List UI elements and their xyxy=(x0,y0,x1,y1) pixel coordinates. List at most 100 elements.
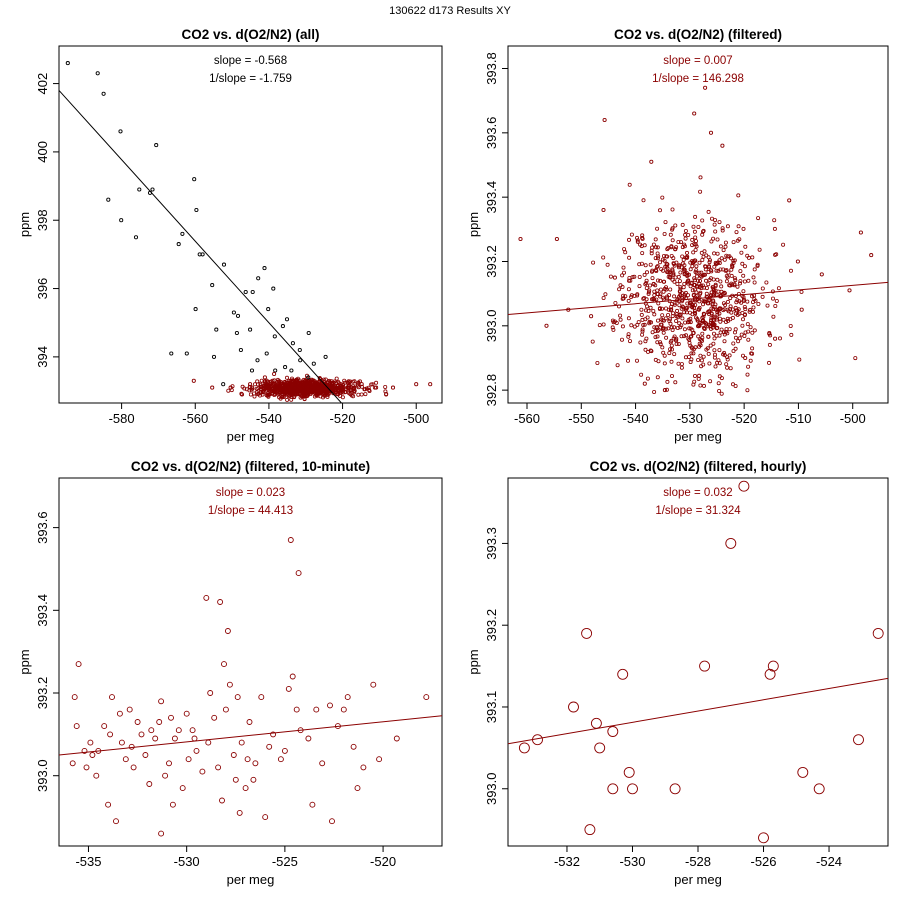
y-axis-label: ppm xyxy=(466,649,481,674)
data-point xyxy=(612,275,617,280)
data-point xyxy=(323,377,328,382)
data-point xyxy=(672,294,677,299)
data-point xyxy=(656,278,661,283)
data-point xyxy=(674,341,679,346)
data-point xyxy=(594,742,606,754)
data-point xyxy=(723,240,728,245)
data-point xyxy=(713,282,718,287)
data-point xyxy=(590,717,602,729)
data-point xyxy=(284,317,290,322)
x-tick-label: -535 xyxy=(75,854,101,869)
plot-frame xyxy=(58,477,443,847)
data-point xyxy=(309,801,316,808)
data-point xyxy=(290,341,295,346)
data-point xyxy=(655,375,660,380)
data-point xyxy=(284,375,289,380)
data-point xyxy=(675,281,680,286)
data-point xyxy=(676,298,681,303)
data-point xyxy=(869,253,874,258)
data-point xyxy=(732,276,737,281)
data-point xyxy=(757,247,762,252)
data-point xyxy=(638,242,643,247)
data-point xyxy=(243,289,248,295)
data-point xyxy=(752,280,757,285)
data-point xyxy=(789,268,794,273)
data-point xyxy=(200,252,205,257)
data-point xyxy=(350,743,357,750)
data-point xyxy=(655,251,660,256)
dense-point-cloud xyxy=(226,373,389,402)
data-point xyxy=(93,772,100,779)
data-point xyxy=(694,264,699,269)
y-tick-label: 394 xyxy=(35,346,50,368)
data-point xyxy=(736,291,741,296)
data-point xyxy=(684,310,689,315)
y-tick-label: 393.0 xyxy=(484,772,499,805)
data-point xyxy=(75,661,82,668)
data-point xyxy=(743,307,748,312)
data-point xyxy=(663,316,668,321)
data-point xyxy=(741,289,746,294)
data-point xyxy=(725,357,730,362)
data-point xyxy=(797,766,809,778)
data-point xyxy=(242,785,249,792)
y-axis-label: ppm xyxy=(17,649,32,674)
data-point xyxy=(670,207,675,212)
data-point xyxy=(662,286,667,291)
data-point xyxy=(741,353,746,358)
data-point xyxy=(713,218,718,223)
data-point xyxy=(735,298,740,303)
data-point xyxy=(706,209,711,214)
data-point xyxy=(351,394,356,399)
data-point xyxy=(693,214,698,219)
data-point xyxy=(359,392,364,397)
data-point xyxy=(692,276,697,281)
data-point xyxy=(323,383,328,388)
y-tick-label: 393.0 xyxy=(35,759,50,792)
data-point xyxy=(222,706,229,713)
data-point xyxy=(691,347,696,352)
data-point xyxy=(712,222,717,227)
data-point xyxy=(620,324,625,329)
data-point xyxy=(743,330,748,335)
data-point xyxy=(83,764,90,771)
data-point xyxy=(283,365,288,370)
data-point xyxy=(666,326,671,331)
data-point xyxy=(742,313,747,318)
data-point xyxy=(696,334,701,339)
data-point xyxy=(693,235,698,240)
data-point xyxy=(698,273,703,278)
data-point xyxy=(281,394,286,399)
data-point xyxy=(376,756,383,763)
data-point xyxy=(656,318,661,323)
data-point xyxy=(728,296,733,301)
x-tick-label: -500 xyxy=(840,411,866,426)
data-point xyxy=(321,377,326,382)
data-point xyxy=(277,756,284,763)
data-point xyxy=(184,351,189,356)
plot-area xyxy=(508,85,888,396)
data-point xyxy=(641,198,646,203)
data-point xyxy=(721,248,726,253)
data-point xyxy=(669,343,674,348)
data-point xyxy=(735,238,740,243)
data-point xyxy=(665,379,670,384)
data-point xyxy=(272,334,277,339)
y-tick-label: 393.3 xyxy=(484,527,499,560)
data-point xyxy=(692,309,697,314)
data-point xyxy=(679,365,684,370)
data-point xyxy=(639,312,644,317)
data-point xyxy=(748,325,753,330)
x-tick-label: -526 xyxy=(751,854,777,869)
data-point xyxy=(665,266,670,271)
data-point xyxy=(295,570,302,577)
data-point xyxy=(725,537,737,549)
y-tick-label: 402 xyxy=(35,73,50,95)
data-point xyxy=(681,267,686,272)
data-point xyxy=(284,382,289,387)
data-point xyxy=(215,764,222,771)
data-point xyxy=(699,337,704,342)
y-tick-label: 393.2 xyxy=(484,609,499,642)
data-point xyxy=(183,710,190,717)
data-point xyxy=(645,315,650,320)
